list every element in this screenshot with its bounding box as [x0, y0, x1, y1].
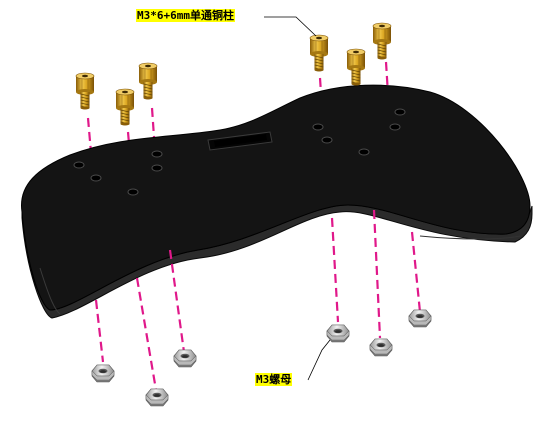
nut: [173, 349, 197, 368]
standoff: [115, 88, 135, 126]
nut-label: M3螺母: [255, 373, 293, 386]
nut: [91, 364, 115, 383]
standoff: [309, 34, 329, 72]
leader-lines: [264, 16, 331, 381]
controller-plate: [21, 84, 533, 319]
mounting-holes: [73, 108, 406, 196]
nut: [145, 388, 169, 407]
standoff: [372, 22, 392, 60]
standoff: [75, 72, 95, 110]
nut: [326, 324, 350, 343]
standoff-label: M3*6+6mm单通铜柱: [136, 9, 235, 22]
nut: [369, 338, 393, 357]
standoff: [346, 48, 366, 86]
guide-lines-bottom: [94, 209, 422, 391]
standoff: [138, 62, 158, 100]
nut: [408, 309, 432, 328]
